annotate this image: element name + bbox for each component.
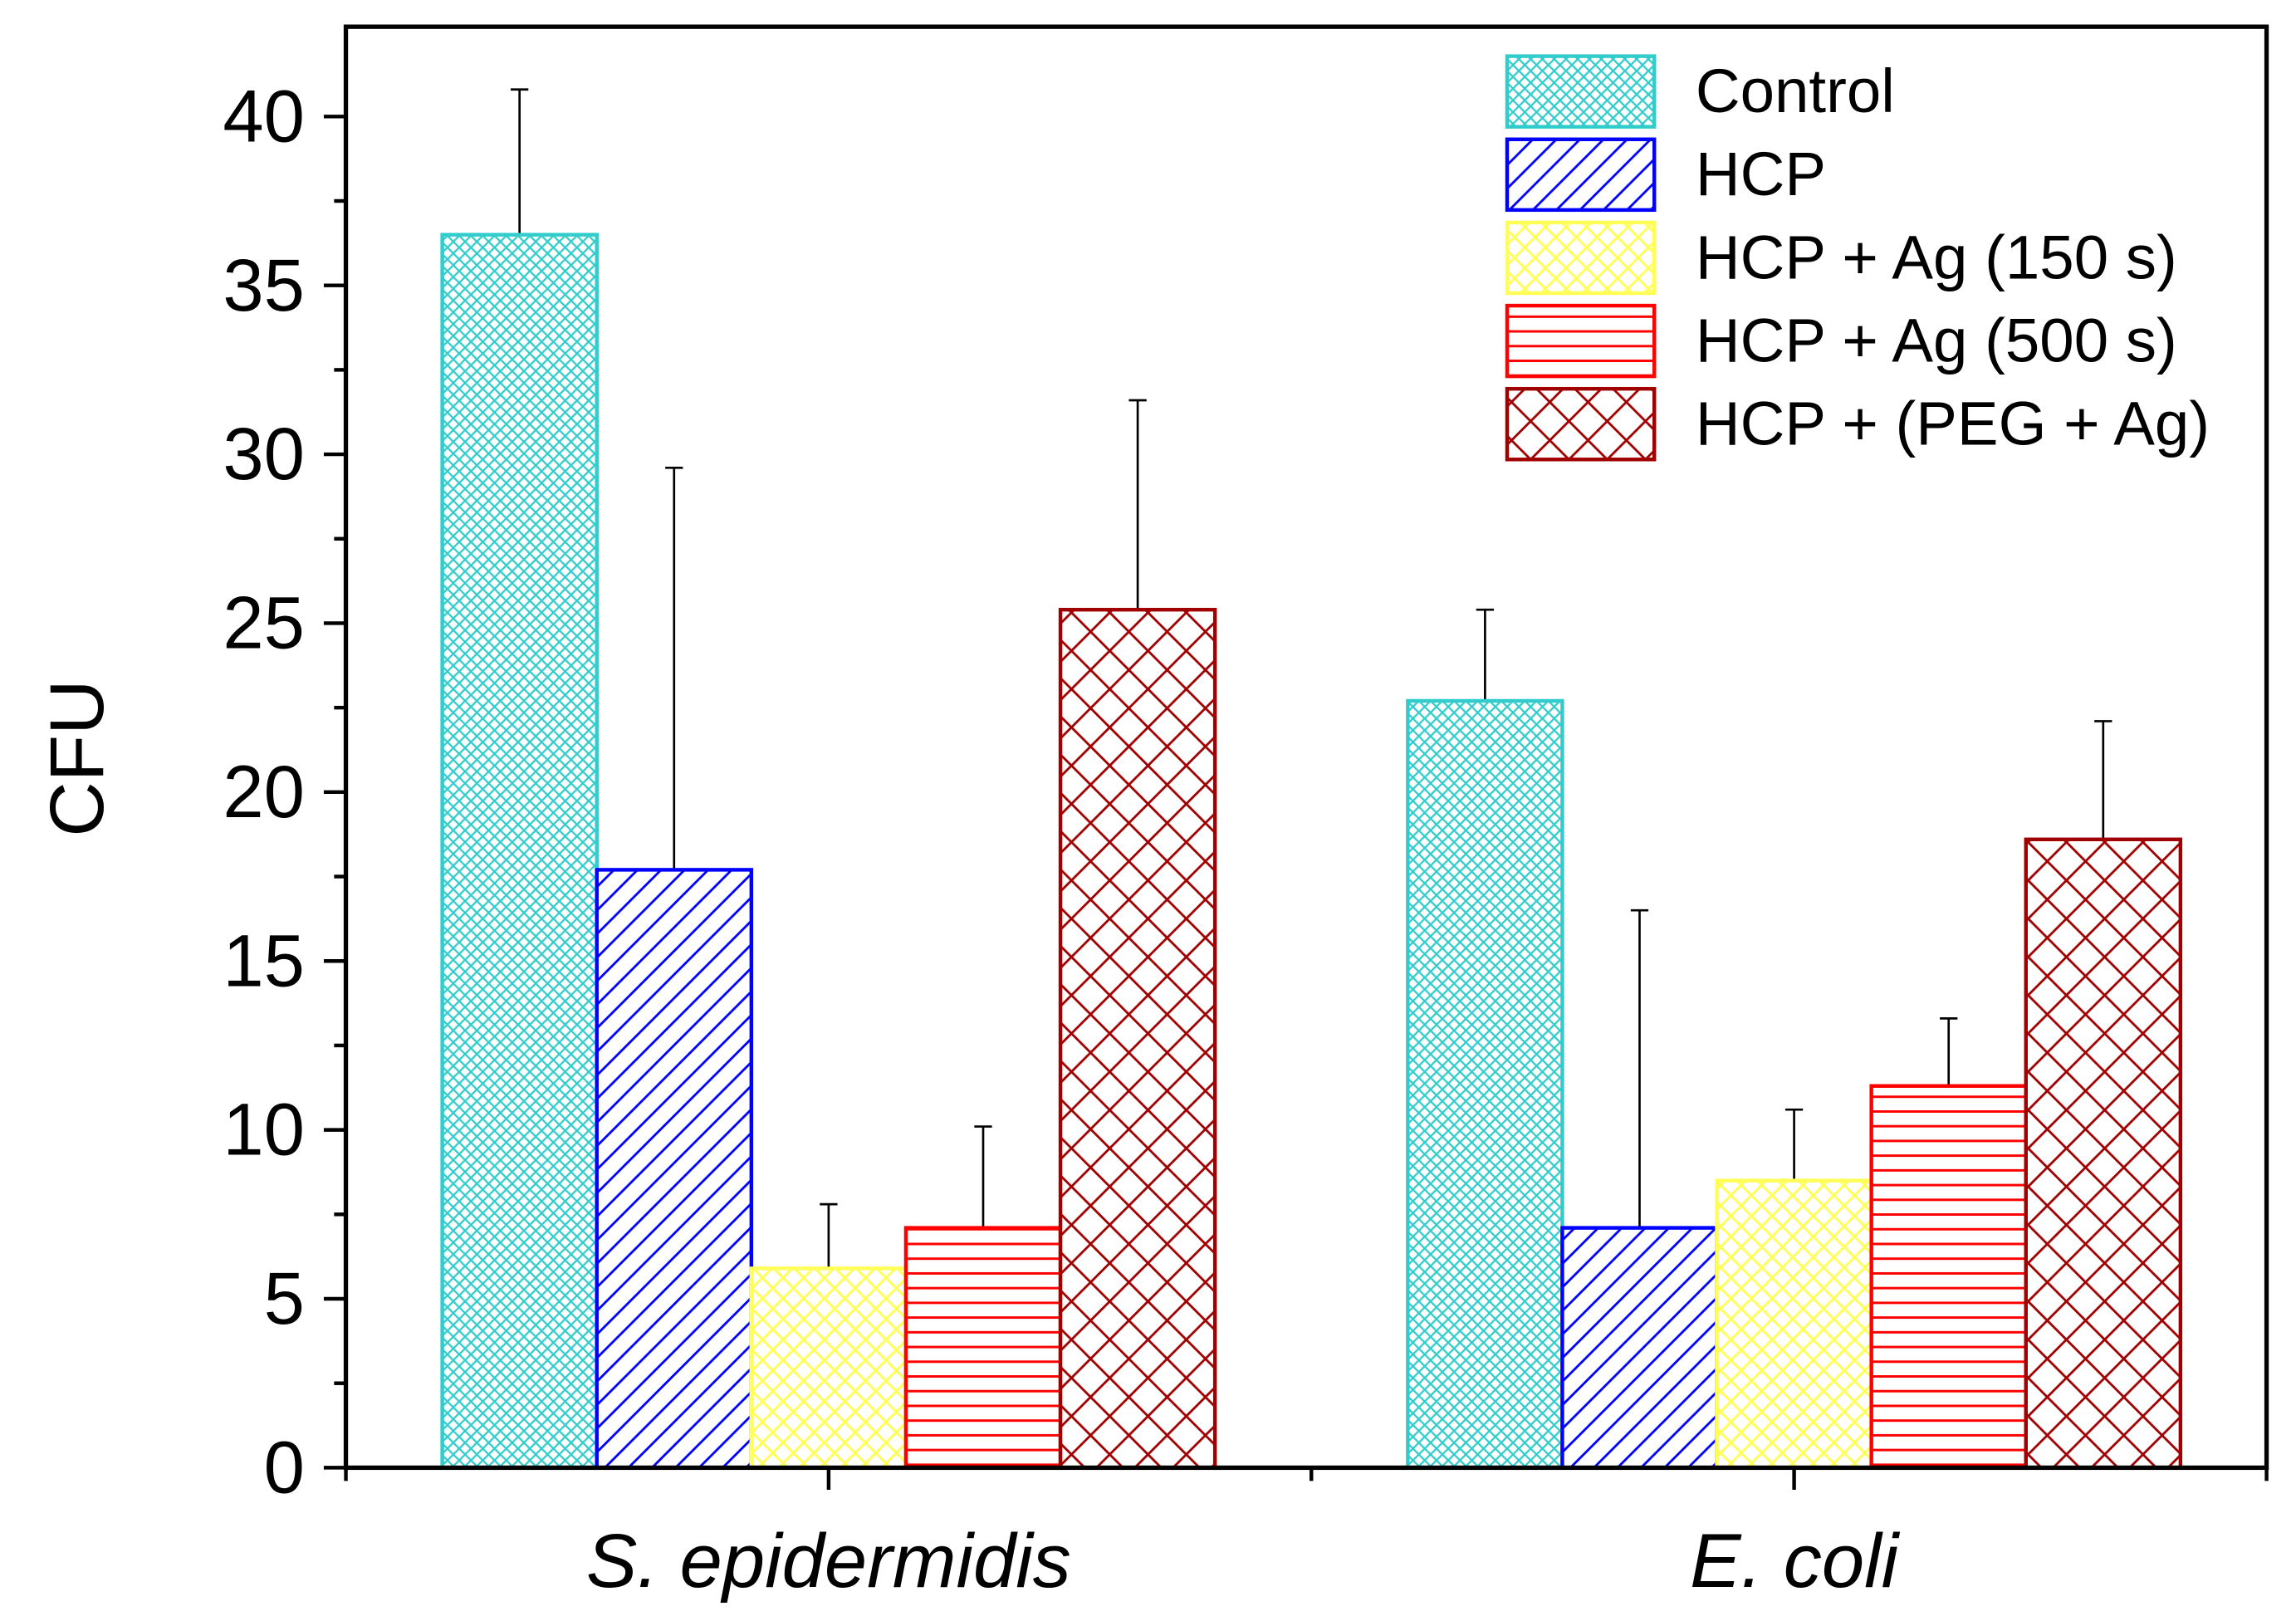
legend-swatch [1505,386,1657,462]
y-tick-label: 35 [223,244,305,326]
legend-label: HCP [1696,140,1826,208]
y-tick-label: 15 [223,919,305,1001]
legend-label: HCP + Ag (500 s) [1696,306,2177,375]
y-tick-label: 5 [264,1257,305,1339]
y-tick-label: 0 [264,1427,305,1509]
bar [1560,1226,1719,1470]
bar [1058,607,1217,1470]
legend-swatch [1505,303,1657,379]
x-tick-label: S. epidermidis [586,1518,1071,1604]
bar [595,868,754,1470]
y-tick-label: 40 [223,75,305,157]
legend-label: HCP + Ag (150 s) [1696,223,2177,291]
y-tick-label: 25 [223,582,305,664]
plot-frame [343,24,2269,1471]
bar [440,233,599,1470]
legend-swatch [1505,54,1657,129]
y-axis-label: CFU [34,679,120,836]
bar [903,1226,1063,1470]
axes-layer: 0 5 10 15 20 25 30 35 40 S. epidermidis E. coli [223,24,2269,1604]
legend-swatch [1505,220,1657,296]
y-tick-label: 20 [223,751,305,833]
x-tick-label: E. coli [1690,1518,1900,1604]
y-tick-label: 10 [223,1089,305,1171]
legend-label: HCP + (PEG + Ag) [1696,389,2210,458]
bar [2024,837,2183,1470]
bar [1715,1178,1873,1470]
bars-layer [440,88,2183,1470]
legend-label: Control [1696,56,1895,125]
bar [1869,1084,2028,1470]
bar [1406,698,1564,1470]
legend: Control HCP HCP + Ag (150 s) HCP + Ag (500 … [1505,54,2210,462]
y-tick-label: 30 [223,413,305,495]
bar [749,1266,908,1470]
legend-swatch [1505,137,1657,213]
